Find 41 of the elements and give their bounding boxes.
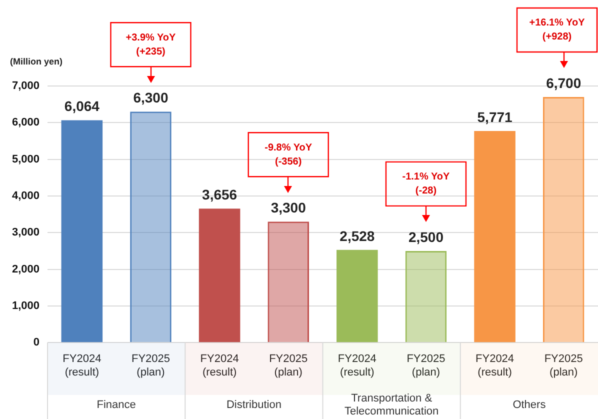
y-axis-title: (Million yen) xyxy=(10,56,62,66)
y-tick-label: 4,000 xyxy=(12,190,40,202)
x-tick-label: FY2025 (plan) xyxy=(406,353,446,378)
bar xyxy=(542,96,584,342)
y-tick-label: 2,000 xyxy=(12,263,40,276)
x-tick-label: FY2024 (result) xyxy=(200,353,239,378)
data-label: 6,700 xyxy=(546,74,582,91)
x-tick-label: FY2024 (result) xyxy=(338,353,376,378)
annotation: -1.1% YoY (-28) xyxy=(402,172,450,197)
data-label: 6,064 xyxy=(64,98,100,114)
data-label: 6,300 xyxy=(133,90,168,106)
data-label: 2,528 xyxy=(340,228,375,244)
bar xyxy=(405,250,447,342)
annotation: -9.8% YoY (-356) xyxy=(264,142,312,168)
text: Others xyxy=(512,399,546,412)
x-tick-label: FY2025 (plan) xyxy=(131,353,170,378)
y-tick-label: 3,000 xyxy=(12,226,40,239)
bar xyxy=(474,131,516,342)
x-tick-label: FY2025 (plan) xyxy=(544,353,583,378)
bar xyxy=(198,208,240,342)
bar xyxy=(61,120,103,342)
bar xyxy=(336,250,378,342)
text: Transportation & Telecommunication xyxy=(344,392,439,418)
bar xyxy=(268,222,309,342)
y-tick-label: 6,000 xyxy=(12,116,40,129)
text: +16.1% YoY (+928) xyxy=(529,18,586,43)
data-label: 2,500 xyxy=(408,228,444,245)
y-tick-label: 5,000 xyxy=(12,153,40,166)
x-tick-label: FY2024 (result) xyxy=(476,353,514,378)
y-tick-label: 0 xyxy=(33,336,40,349)
data-label: 3,300 xyxy=(270,199,306,216)
y-tick-label: 1,000 xyxy=(12,300,40,312)
x-tick-label: FY2025 (plan) xyxy=(269,353,308,378)
text: Finance xyxy=(96,399,136,412)
text: Distribution xyxy=(226,399,282,412)
data-label: 5,771 xyxy=(477,108,513,125)
data-label: 3,656 xyxy=(202,186,238,202)
x-tick-label: FY2024 (result) xyxy=(62,353,102,378)
text: +3.9% YoY (+235) xyxy=(126,32,176,58)
bar xyxy=(130,112,172,342)
y-tick-label: 7,000 xyxy=(12,80,40,92)
